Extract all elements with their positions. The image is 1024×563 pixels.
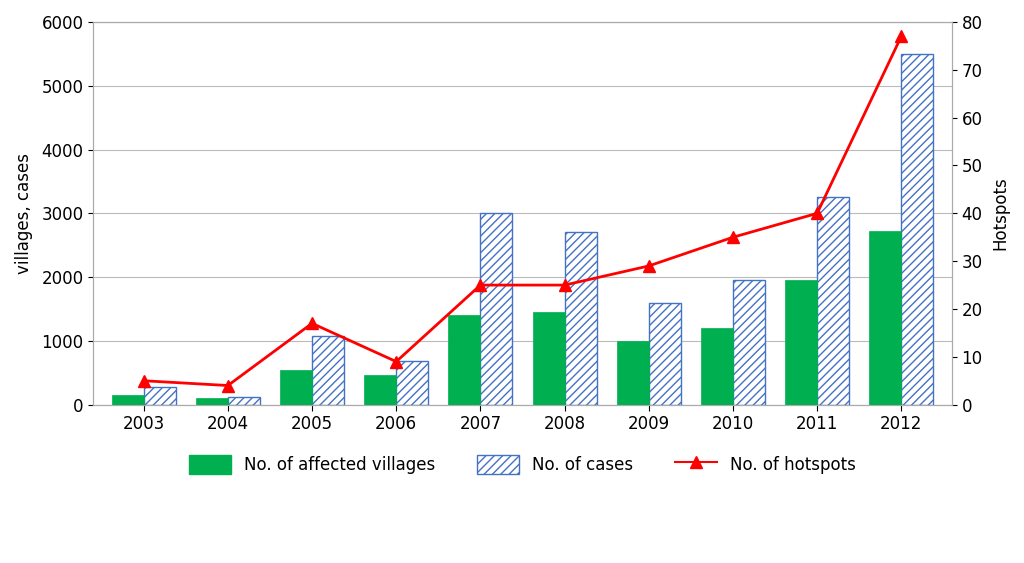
Bar <box>901 54 933 405</box>
Legend: No. of affected villages, No. of cases, No. of hotspots: No. of affected villages, No. of cases, … <box>182 448 862 480</box>
Bar <box>143 387 176 405</box>
Bar <box>532 312 564 405</box>
Bar <box>280 369 312 405</box>
Y-axis label: Hotspots: Hotspots <box>991 176 1009 250</box>
Bar <box>312 336 344 405</box>
Bar <box>112 395 143 405</box>
Y-axis label: villages, cases: villages, cases <box>15 153 33 274</box>
Bar <box>616 341 649 405</box>
Bar <box>480 213 512 405</box>
Bar <box>196 398 228 405</box>
Bar <box>785 280 817 405</box>
Bar <box>817 198 849 405</box>
Bar <box>701 328 733 405</box>
Bar <box>733 280 765 405</box>
Bar <box>365 375 396 405</box>
Bar <box>396 361 428 405</box>
Bar <box>869 231 901 405</box>
Bar <box>649 303 681 405</box>
Bar <box>228 397 260 405</box>
Bar <box>564 233 597 405</box>
Bar <box>449 315 480 405</box>
